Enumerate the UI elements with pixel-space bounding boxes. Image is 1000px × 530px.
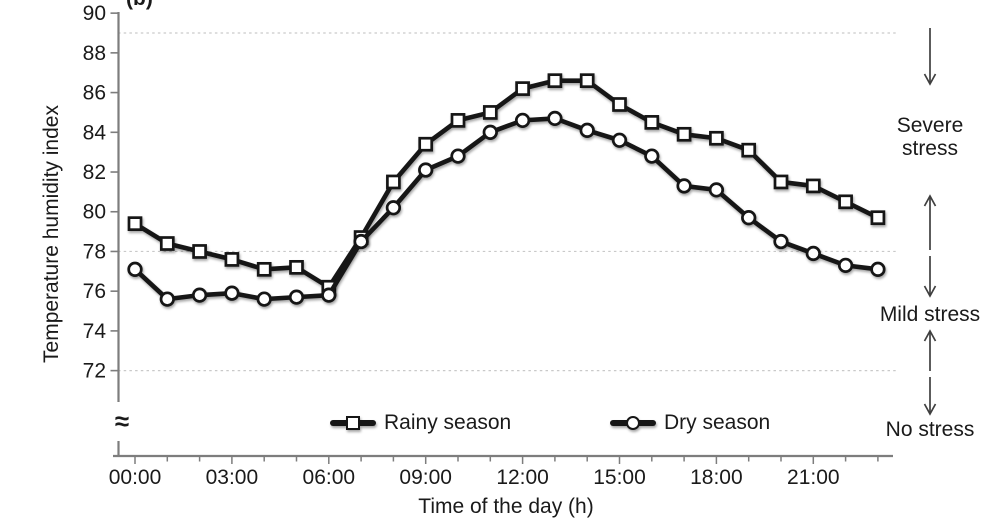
svg-text:09:00: 09:00 — [399, 466, 452, 489]
legend-label-rainy: Rainy season — [384, 411, 512, 434]
zone-label-severe-stress: Severe stress — [896, 114, 964, 160]
svg-text:84: 84 — [83, 121, 107, 144]
y-tick-labels: 72 74 76 78 80 82 84 86 88 90 — [83, 2, 119, 383]
svg-text:21:00: 21:00 — [787, 466, 840, 489]
series-dry-season — [127, 110, 886, 307]
zone-label-mild-stress: Mild stress — [879, 303, 981, 326]
svg-text:76: 76 — [83, 280, 106, 303]
svg-text:12:00: 12:00 — [496, 466, 549, 489]
legend-item-dry-season: Dry season — [610, 411, 771, 434]
svg-text:00:00: 00:00 — [109, 466, 162, 489]
legend-label-dry: Dry season — [664, 411, 771, 434]
dry-season-marker-icon — [610, 416, 656, 430]
arrow-up-icon — [923, 194, 937, 250]
svg-text:72: 72 — [83, 360, 106, 383]
svg-text:80: 80 — [83, 201, 106, 224]
axis-break-symbol: ≈ — [115, 406, 129, 436]
arrow-up-icon — [923, 329, 937, 371]
svg-text:82: 82 — [83, 161, 106, 184]
svg-text:78: 78 — [83, 240, 106, 263]
arrow-down-icon — [923, 28, 937, 86]
svg-text:90: 90 — [83, 2, 106, 25]
x-axis-title: Time of the day (h) — [418, 495, 594, 518]
arrow-down-icon — [923, 256, 937, 298]
arrow-down-icon — [923, 377, 937, 416]
x-tick-labels: 00:00 03:00 06:00 09:00 12:00 15:00 18:00 21:00 — [109, 456, 879, 489]
svg-text:03:00: 03:00 — [206, 466, 259, 489]
panel-label: (b) — [126, 0, 153, 11]
series-rainy-season — [127, 73, 886, 295]
zone-label-no-stress: No stress — [885, 418, 975, 441]
svg-text:15:00: 15:00 — [593, 466, 646, 489]
svg-text:18:00: 18:00 — [690, 466, 743, 489]
svg-text:06:00: 06:00 — [303, 466, 356, 489]
svg-text:74: 74 — [83, 320, 107, 343]
legend-item-rainy-season: Rainy season — [330, 411, 512, 434]
svg-text:88: 88 — [83, 42, 106, 65]
svg-text:86: 86 — [83, 82, 106, 105]
rainy-season-marker-icon — [330, 416, 376, 430]
